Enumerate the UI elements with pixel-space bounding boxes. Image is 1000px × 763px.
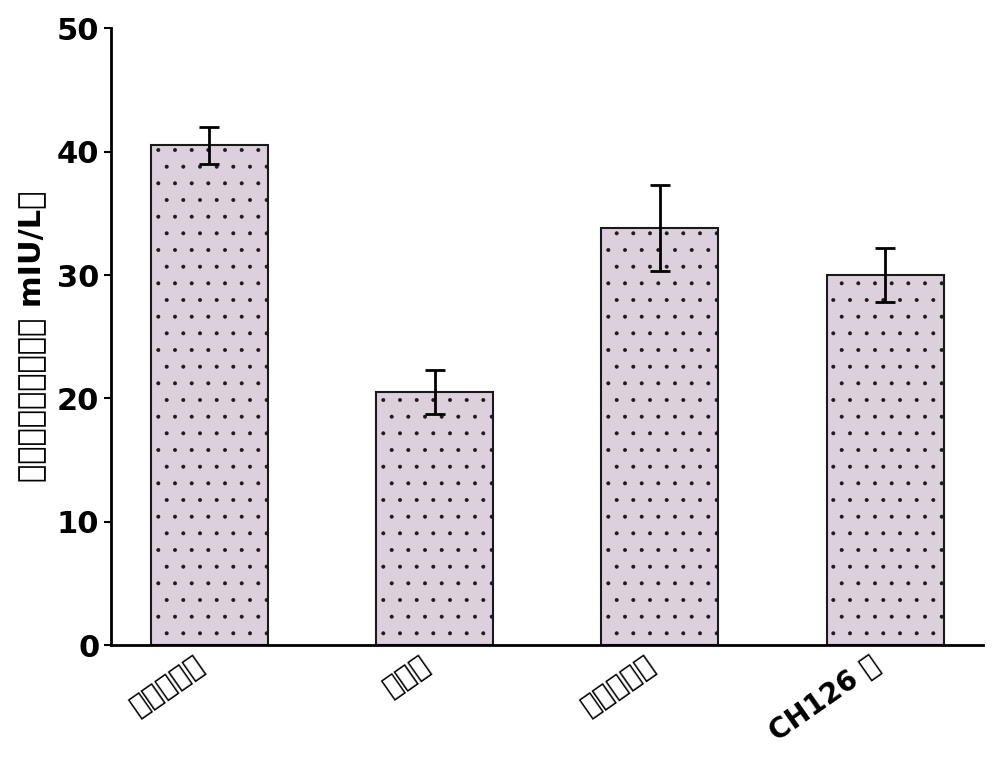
Bar bbox=[376, 392, 493, 645]
Bar bbox=[601, 228, 718, 645]
Bar bbox=[151, 146, 268, 645]
Y-axis label: 血清中膨岛素水平（ mIU/L）: 血清中膨岛素水平（ mIU/L） bbox=[17, 191, 46, 482]
Bar bbox=[827, 275, 944, 645]
